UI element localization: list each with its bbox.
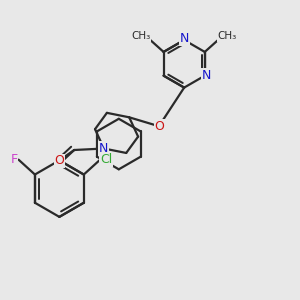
Text: CH₃: CH₃ <box>131 32 151 41</box>
Text: O: O <box>54 154 64 167</box>
Text: O: O <box>154 120 164 133</box>
Text: Cl: Cl <box>100 153 112 166</box>
Text: F: F <box>11 153 18 166</box>
Text: CH₃: CH₃ <box>218 32 237 41</box>
Text: N: N <box>179 32 189 45</box>
Text: N: N <box>202 69 211 82</box>
Text: N: N <box>99 142 109 155</box>
